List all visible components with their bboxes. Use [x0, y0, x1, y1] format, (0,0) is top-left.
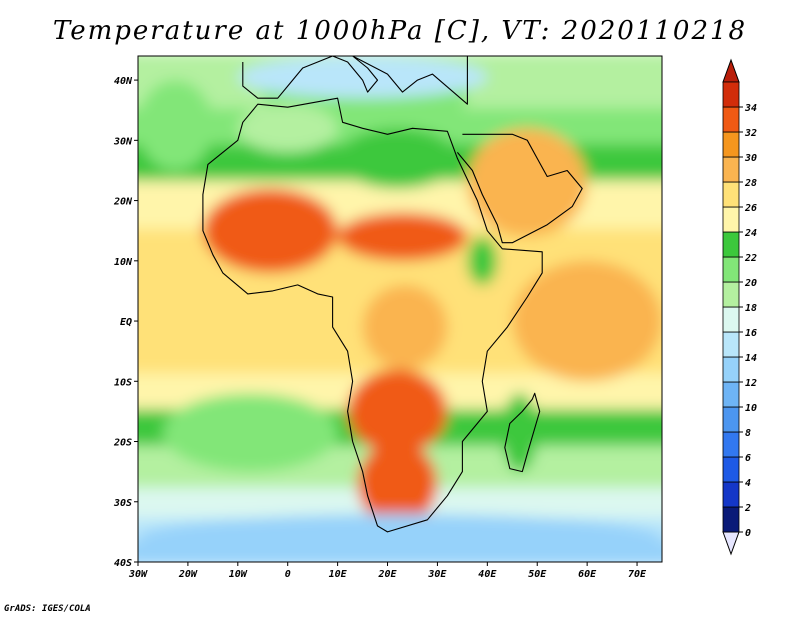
- colorbar-label: 14: [745, 353, 757, 364]
- coastline-madagascar: [504, 392, 541, 473]
- colorbar-label: 22: [744, 253, 757, 264]
- region-16: [138, 80, 213, 171]
- colorbar-swatch-1: [722, 481, 740, 508]
- colorbar-swatch-9: [722, 281, 740, 308]
- colorbar-label: 10: [745, 403, 757, 414]
- lat-tick-label: 20N: [113, 197, 133, 208]
- colorbar-under-arrow: [722, 531, 740, 556]
- colorbar-swatch-16: [722, 106, 740, 133]
- region-9: [347, 369, 448, 454]
- lon-tick-label: 10E: [329, 569, 348, 580]
- colorbar-swatch-10: [722, 256, 740, 283]
- colorbar-label: 0: [745, 528, 751, 539]
- coastline-europe: [242, 56, 468, 105]
- region-4: [467, 128, 588, 237]
- plot-frame: [137, 55, 663, 563]
- region-12: [187, 290, 338, 352]
- colorbar-swatch-3: [722, 431, 740, 458]
- colorbar-label: 4: [745, 478, 751, 489]
- colorbar-swatch-6: [722, 356, 740, 383]
- lat-tick-label: 40N: [114, 76, 133, 87]
- lon-tick-label: 20E: [377, 569, 397, 580]
- colorbar-label: 2: [744, 503, 751, 514]
- region-15: [138, 513, 662, 562]
- colorbar-label: 34: [744, 103, 757, 114]
- colorbar-swatch-17: [722, 81, 740, 108]
- colorbar-swatch-14: [722, 156, 740, 183]
- lat-tick-label: 40S: [114, 558, 132, 569]
- region-1: [237, 56, 488, 99]
- lat-tick-label: 10N: [114, 257, 133, 268]
- colorbar-swatch-13: [722, 181, 740, 208]
- colorbar-label: 26: [744, 203, 757, 214]
- lon-tick-label: 30W: [128, 569, 148, 580]
- colorbar-swatch-15: [722, 131, 740, 158]
- region-8: [362, 284, 448, 370]
- lat-tick-label: 20S: [113, 438, 132, 449]
- colorbar-over-arrow: [722, 58, 740, 83]
- lat-tick-label: EQ: [120, 317, 132, 328]
- temperature-field: [138, 56, 662, 562]
- colorbar-label: 12: [745, 378, 757, 389]
- colorbar-label: 28: [744, 178, 757, 189]
- lon-tick-label: 0: [285, 569, 291, 580]
- colorbar-swatch-5: [722, 381, 740, 408]
- colorbar-swatch-8: [722, 306, 740, 333]
- region-13: [512, 260, 662, 382]
- lat-tick-label: 30N: [113, 136, 133, 147]
- axis-ticks: 30W 20W 10W 0 10E 20E 30E 40E 50E 60E 70E 40N 30N 20N…: [113, 76, 647, 580]
- colorbar-label: 30: [744, 153, 757, 164]
- colorbar-label: 18: [745, 303, 757, 314]
- colorbar-swatch-0: [722, 506, 740, 533]
- lon-tick-label: 70E: [628, 569, 647, 580]
- region-11: [502, 393, 538, 472]
- lon-tick-label: 50E: [528, 569, 547, 580]
- colorbar-label: 32: [744, 128, 757, 139]
- colorbar-label: 8: [745, 428, 751, 439]
- coastlines: [202, 56, 583, 533]
- region-5: [202, 188, 338, 273]
- colorbar-label: 16: [745, 328, 757, 339]
- chart-title: Temperature at 1000hPa [C], VT: 20201102…: [52, 16, 748, 46]
- colorbar-swatch-12: [722, 206, 740, 233]
- lon-tick-label: 10W: [229, 569, 248, 580]
- lon-tick-label: 20W: [178, 569, 198, 580]
- lon-tick-label: 30E: [427, 569, 447, 580]
- colorbar-swatch-2: [722, 456, 740, 483]
- colorbar-swatch-4: [722, 406, 740, 433]
- lat-tick-label: 30S: [113, 498, 132, 509]
- colorbar-swatch-11: [722, 231, 740, 258]
- colorbar-label: 20: [744, 278, 757, 289]
- colorbar-label: 6: [745, 453, 751, 464]
- credit-label: GrADS: IGES/COLA: [4, 604, 91, 614]
- region-10: [357, 441, 438, 526]
- lat-tick-label: 10S: [114, 377, 132, 388]
- colorbar-label: 24: [744, 228, 757, 239]
- coastline-arabia: [456, 133, 583, 244]
- region-3: [337, 128, 458, 189]
- region-7: [467, 236, 498, 285]
- lon-tick-label: 60E: [578, 569, 597, 580]
- lon-tick-label: 40E: [478, 569, 497, 580]
- region-14: [162, 393, 338, 472]
- region-6: [337, 212, 468, 261]
- coastline-africa: [202, 97, 543, 533]
- colorbar-swatch-7: [722, 331, 740, 358]
- region-2: [237, 104, 338, 153]
